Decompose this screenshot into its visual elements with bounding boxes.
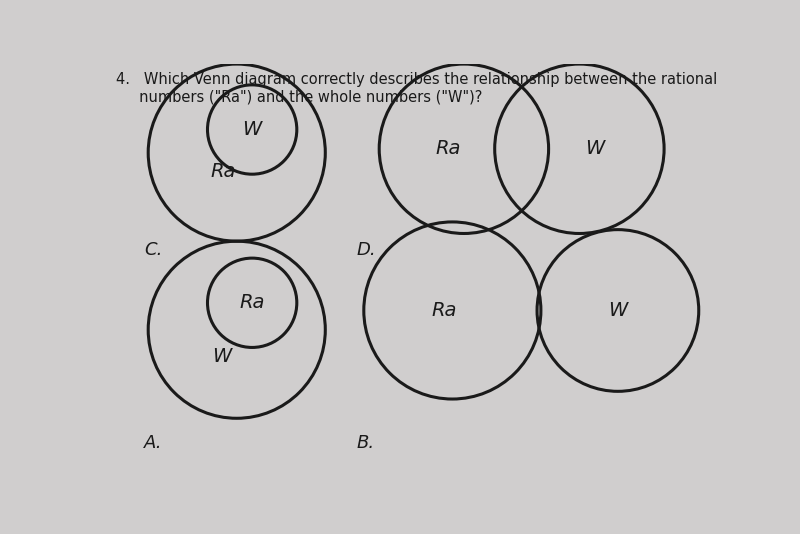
Text: B.: B.: [356, 434, 374, 452]
Text: D.: D.: [356, 241, 376, 259]
Text: A.: A.: [144, 434, 163, 452]
Text: Ra: Ra: [211, 162, 237, 182]
Text: W: W: [242, 120, 262, 139]
Text: 4.   Which Venn diagram correctly describes the relationship between the rationa: 4. Which Venn diagram correctly describe…: [116, 72, 717, 104]
Text: W: W: [585, 139, 605, 158]
Text: Ra: Ra: [436, 139, 462, 158]
Text: Ra: Ra: [432, 301, 458, 320]
Text: Ra: Ra: [239, 293, 265, 312]
Text: W: W: [212, 347, 231, 366]
Text: W: W: [608, 301, 627, 320]
Text: C.: C.: [144, 241, 162, 259]
